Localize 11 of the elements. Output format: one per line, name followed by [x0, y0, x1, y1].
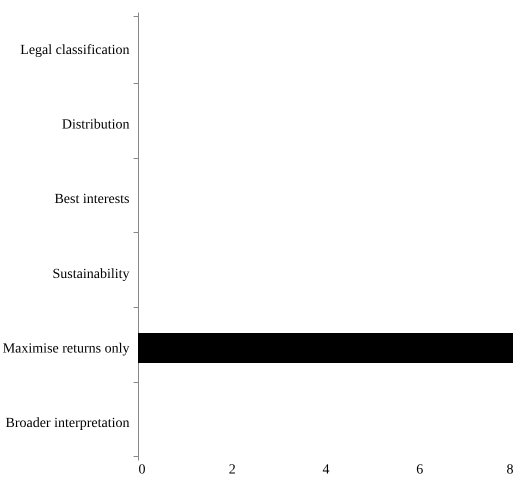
x-tick-label: 4: [322, 462, 330, 478]
y-tick-label: Maximise returns only: [2, 342, 130, 356]
y-tick-label: Legal classification: [20, 42, 130, 58]
y-tick-label: Sustainability: [52, 266, 130, 282]
x-tick-label: 0: [138, 462, 146, 478]
x-tick-label: 8: [506, 462, 514, 478]
y-tick-label: Distribution: [62, 118, 130, 132]
x-tick-label: 2: [228, 462, 236, 478]
y-tick-label: Best interests: [54, 192, 130, 208]
x-tick-label: 6: [416, 462, 424, 478]
y-tick-label: Broader interpretation: [5, 416, 130, 432]
